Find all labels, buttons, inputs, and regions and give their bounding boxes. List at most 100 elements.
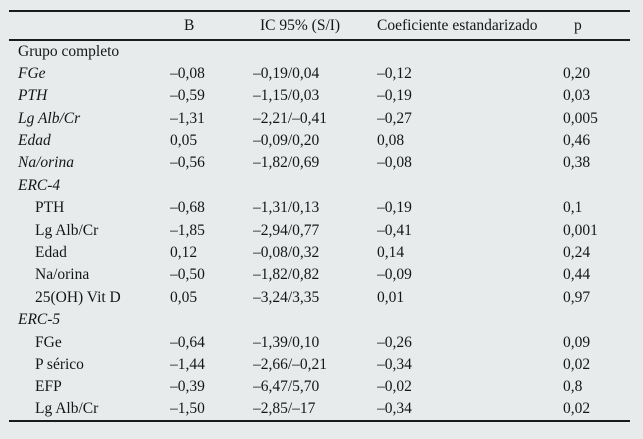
column-header-ic95: IC 95% (S/I) xyxy=(260,16,341,34)
row-label: FGe xyxy=(35,333,62,351)
cell-coef-value: –0,19 xyxy=(377,87,412,105)
cell-b-value: –0,56 xyxy=(170,154,205,172)
cell-coef-value: –0,08 xyxy=(377,154,412,172)
cell-b-value: –0,50 xyxy=(170,266,205,284)
cell-b-value: –0,59 xyxy=(170,87,205,105)
table-row: EFP –0,39 –6,47/5,70 –0,02 0,8 xyxy=(9,376,630,398)
table-row: FGe –0,64 –1,39/0,10 –0,26 0,09 xyxy=(9,331,630,353)
table-row: PTH –0,59 –1,15/0,03 –0,19 0,03 xyxy=(9,85,630,107)
table-row: ERC-4 xyxy=(9,174,630,196)
table-row: P sérico –1,44 –2,66/–0,21 –0,34 0,02 xyxy=(9,353,630,375)
cell-ic95-value: –1,82/0,69 xyxy=(253,154,320,172)
table-row: Na/orina –0,50 –1,82/0,82 –0,09 0,44 xyxy=(9,264,630,286)
row-label: ERC-4 xyxy=(18,176,61,194)
row-label: Lg Alb/Cr xyxy=(35,400,99,418)
cell-b-value: 0,05 xyxy=(170,288,198,306)
row-label: Lg Alb/Cr xyxy=(35,221,99,239)
cell-ic95-value xyxy=(253,40,377,62)
table-row: Edad 0,12 –0,08/0,32 0,14 0,24 xyxy=(9,242,630,264)
cell-ic95-value: –2,21/–0,41 xyxy=(253,109,328,127)
cell-b-value: –1,31 xyxy=(170,109,205,127)
cell-b-value xyxy=(170,174,253,196)
cell-ic95-value: –1,31/0,13 xyxy=(253,199,320,217)
cell-p-value: 0,97 xyxy=(563,288,591,306)
cell-p-value xyxy=(563,40,630,62)
table-row: Grupo completo xyxy=(9,40,630,62)
cell-p-value: 0,1 xyxy=(563,199,583,217)
cell-p-value: 0,09 xyxy=(563,333,591,351)
cell-p-value: 0,38 xyxy=(563,154,591,172)
cell-p-value: 0,44 xyxy=(563,266,591,284)
table-row: Lg Alb/Cr –1,85 –2,94/0,77 –0,41 0,001 xyxy=(9,219,630,241)
cell-ic95-value: –0,09/0,20 xyxy=(253,132,320,149)
row-label: PTH xyxy=(35,199,65,217)
cell-b-value: –1,44 xyxy=(170,355,205,373)
cell-b-value: –0,39 xyxy=(170,378,205,396)
row-label: PTH xyxy=(18,87,48,105)
cell-ic95-value: –0,08/0,32 xyxy=(253,243,320,261)
row-label: EFP xyxy=(35,378,62,396)
cell-b-value: –0,64 xyxy=(170,333,205,351)
cell-coef-value: 0,14 xyxy=(377,243,405,261)
row-label: Edad xyxy=(18,132,51,149)
cell-ic95-value: –1,39/0,10 xyxy=(253,333,320,351)
cell-p-value xyxy=(563,174,630,196)
cell-coef-value: 0,01 xyxy=(377,288,405,306)
cell-coef-value: –0,02 xyxy=(377,378,412,396)
cell-b-value xyxy=(170,40,253,62)
row-label: Na/orina xyxy=(35,266,90,284)
cell-coef-value: –0,12 xyxy=(377,64,412,82)
cell-coef-value: –0,34 xyxy=(377,400,412,418)
cell-ic95-value: –2,85/–17 xyxy=(253,400,316,418)
table-row: ERC-5 xyxy=(9,309,630,331)
cell-p-value: 0,02 xyxy=(563,400,591,418)
cell-b-value: –1,85 xyxy=(170,221,205,239)
cell-ic95-value: –0,19/0,04 xyxy=(253,64,320,82)
row-label: Lg Alb/Cr xyxy=(18,109,81,127)
table-row: Lg Alb/Cr –1,31 –2,21/–0,41 –0,27 0,005 xyxy=(9,107,630,129)
row-label: 25(OH) Vit D xyxy=(35,288,121,306)
cell-b-value: 0,05 xyxy=(170,132,198,149)
header-row: B IC 95% (S/I) Coeficiente estandarizado… xyxy=(9,11,630,40)
cell-ic95-value: –2,94/0,77 xyxy=(253,221,320,239)
cell-ic95-value xyxy=(253,309,377,331)
cell-coef-value: –0,09 xyxy=(377,266,412,284)
cell-coef-value: –0,26 xyxy=(377,333,412,351)
row-label: P sérico xyxy=(35,355,84,373)
cell-p-value: 0,24 xyxy=(563,243,591,261)
column-header-p: p xyxy=(574,16,582,34)
row-label: Na/orina xyxy=(18,154,74,172)
cell-p-value: 0,8 xyxy=(563,378,583,396)
row-label: Grupo completo xyxy=(18,42,120,60)
cell-b-value: –0,68 xyxy=(170,199,205,217)
column-header-variable xyxy=(9,11,170,40)
cell-ic95-value: –1,15/0,03 xyxy=(253,87,320,105)
row-label: FGe xyxy=(18,64,46,82)
row-label: Edad xyxy=(35,243,67,261)
cell-coef-value xyxy=(377,309,563,331)
table-row: 25(OH) Vit D 0,05 –3,24/3,35 0,01 0,97 xyxy=(9,286,630,308)
cell-p-value: 0,02 xyxy=(563,355,591,373)
cell-coef-value: –0,34 xyxy=(377,355,412,373)
cell-coef-value xyxy=(377,174,563,196)
cell-ic95-value xyxy=(253,174,377,196)
row-label: ERC-5 xyxy=(18,311,61,329)
regression-results-table: B IC 95% (S/I) Coeficiente estandarizado… xyxy=(9,10,630,422)
table-row: PTH –0,68 –1,31/0,13 –0,19 0,1 xyxy=(9,197,630,219)
cell-p-value: 0,001 xyxy=(563,221,598,239)
cell-b-value: –1,50 xyxy=(170,400,205,418)
cell-p-value xyxy=(563,309,630,331)
cell-p-value: 0,03 xyxy=(563,87,591,105)
cell-p-value: 0,20 xyxy=(563,64,591,82)
cell-coef-value: –0,41 xyxy=(377,221,412,239)
cell-coef-value: 0,08 xyxy=(377,132,405,149)
cell-b-value: 0,12 xyxy=(170,243,198,261)
column-header-b: B xyxy=(184,16,195,34)
cell-b-value: –0,08 xyxy=(170,64,205,82)
cell-ic95-value: –3,24/3,35 xyxy=(253,288,320,306)
table-row: FGe –0,08 –0,19/0,04 –0,12 0,20 xyxy=(9,62,630,84)
cell-ic95-value: –1,82/0,82 xyxy=(253,266,320,284)
table-row: Lg Alb/Cr –1,50 –2,85/–17 –0,34 0,02 xyxy=(9,398,630,420)
cell-ic95-value: –2,66/–0,21 xyxy=(253,355,328,373)
